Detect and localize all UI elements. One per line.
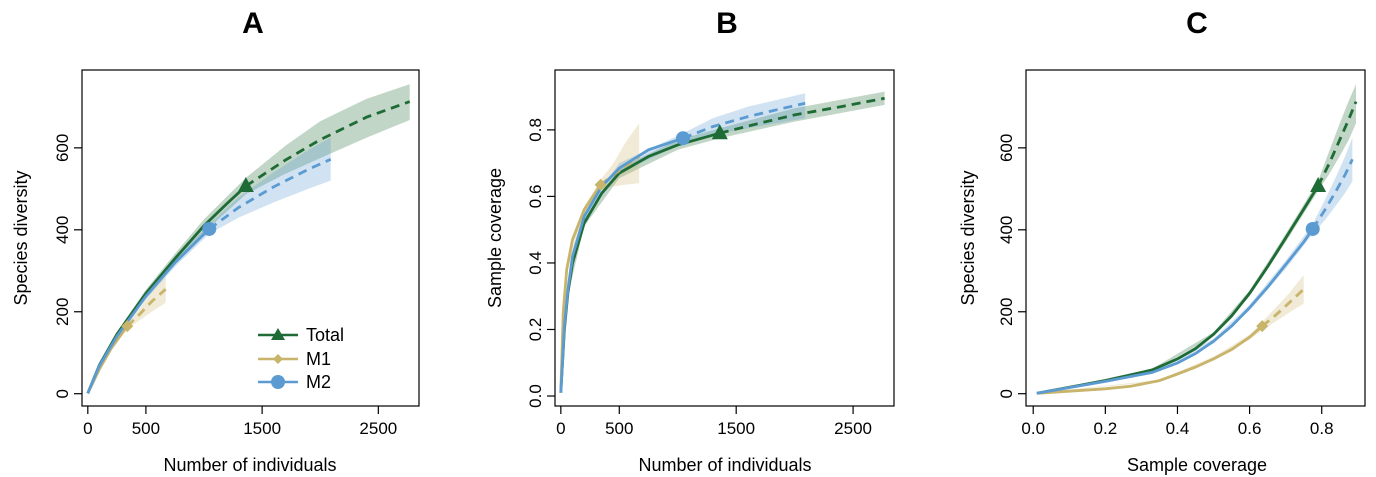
legend-label-m2: M2 — [306, 372, 331, 392]
panel-c-total-observed-marker — [1310, 176, 1327, 192]
panel-b-letter: B — [716, 7, 738, 40]
panel-a-total-extrapolated-line — [245, 100, 411, 188]
panel-a-xtick-label: 1500 — [243, 419, 281, 438]
panel-a-m1-ci-band — [87, 276, 166, 394]
panel-a-ytick-label: 200 — [53, 298, 72, 326]
panel-a-m2-interpolated-line — [86, 228, 211, 394]
panel-a-m1-interpolated-line — [86, 325, 129, 394]
panel-c-ytick-label: 200 — [997, 298, 1016, 326]
panel-c-total-interpolated-line — [1036, 185, 1320, 395]
panel-c-ytick-label: 0 — [997, 389, 1016, 398]
panel-a-m2-ci-band — [87, 137, 331, 394]
panel-a-ytick-label: 600 — [53, 134, 72, 162]
legend: Total M1 M2 — [258, 325, 344, 392]
panel-b-ylabel: Sample coverage — [485, 168, 505, 308]
panel-c: C 0.0 0.2 0.4 0.6 0.8 0 200 400 600 Sample cove… — [958, 7, 1366, 475]
panel-b-m2-observed-marker — [676, 131, 691, 146]
panel-b-m1-ci-band — [560, 123, 640, 393]
panel-c-m2-observed-marker — [1305, 221, 1320, 236]
panel-c-m2-interpolated-line — [1036, 228, 1314, 395]
panel-a-xtick-label: 0 — [83, 419, 92, 438]
panel-b-total-observed-marker — [711, 124, 728, 140]
panel-a-ylabel: Species diversity — [11, 170, 31, 305]
panel-b-xtick-label: 1500 — [717, 419, 755, 438]
panel-b-m2-interpolated-line — [559, 136, 684, 393]
panel-b-xtick-label: 0 — [556, 419, 565, 438]
panel-b-m2-ci-band — [560, 93, 806, 393]
panel-c-xtick-label: 0.4 — [1166, 419, 1190, 438]
panel-c-xtick-label: 0.8 — [1310, 419, 1334, 438]
panel-b-total-ci-band — [560, 91, 885, 393]
legend-label-total: Total — [306, 325, 344, 345]
panel-b-ytick-label: 0.8 — [526, 118, 545, 142]
panel-b-xlabel: Number of individuals — [638, 455, 811, 475]
panel-c-xtick-label: 0.6 — [1238, 419, 1262, 438]
panel-c-m1-ci-band — [1036, 274, 1304, 394]
panel-a-frame — [81, 69, 420, 407]
panel-a-xlabel: Number of individuals — [163, 455, 336, 475]
legend-diamond-marker — [273, 354, 283, 364]
panel-a-m2-extrapolated-line — [208, 158, 332, 231]
panel-b-m2-extrapolated-line — [682, 101, 806, 140]
panel-a-xtick-label: 2500 — [359, 419, 397, 438]
panel-b-total-extrapolated-line — [719, 96, 885, 135]
legend-triangle-marker — [271, 328, 285, 340]
panel-c-ylabel: Species diversity — [958, 170, 978, 305]
panel-a-xtick-label: 500 — [132, 419, 160, 438]
panel-b-ytick-label: 0.4 — [526, 251, 545, 275]
panel-c-xlabel: Sample coverage — [1127, 455, 1267, 475]
legend-circle-marker — [271, 375, 285, 389]
panel-c-total-extrapolated-line — [1316, 101, 1358, 187]
legend-entry-m2: M2 — [258, 372, 331, 392]
panel-c-m1-interpolated-line — [1036, 325, 1264, 395]
panel-a-ytick-label: 0 — [53, 389, 72, 398]
panel-b-m1-interpolated-line — [559, 184, 602, 393]
panel-c-m1-observed-marker — [1256, 320, 1269, 333]
panel-b-total-interpolated-line — [559, 131, 721, 393]
panel-a-total-observed-marker — [237, 176, 254, 192]
panel-b-xtick-label: 500 — [605, 419, 633, 438]
panel-c-xtick-label: 0.2 — [1094, 419, 1118, 438]
panel-c-ytick-label: 400 — [997, 216, 1016, 244]
panel-c-xtick-label: 0.0 — [1021, 419, 1045, 438]
panel-c-frame — [1025, 69, 1366, 407]
panel-a-letter: A — [242, 7, 264, 40]
panel-b-m1-observed-marker — [594, 178, 607, 191]
panel-a-ytick-label: 400 — [53, 216, 72, 244]
panel-b-ytick-label: 0.2 — [526, 318, 545, 342]
panel-c-ytick-label: 600 — [997, 134, 1016, 162]
panel-a-total-ci-band — [87, 84, 410, 394]
panel-a-m1-extrapolated-line — [126, 288, 167, 328]
panel-a-m1-observed-marker — [121, 320, 134, 333]
legend-entry-m1: M1 — [258, 349, 331, 369]
panel-b-xtick-label: 2500 — [834, 419, 872, 438]
panel-a-m2-observed-marker — [202, 221, 217, 236]
panel-b-frame — [554, 69, 895, 407]
panel-b-ytick-label: 0.0 — [526, 384, 545, 408]
legend-label-m1: M1 — [306, 349, 331, 369]
panel-b: B 0 500 1500 2500 0.0 0.2 0.4 0.6 0.8 Number of… — [485, 7, 895, 475]
panel-c-letter: C — [1186, 7, 1208, 40]
panel-b-ytick-label: 0.6 — [526, 185, 545, 209]
panel-c-m2-extrapolated-line — [1311, 158, 1354, 230]
panel-a: A 0 500 1500 2500 0 200 400 600 Number of indi… — [11, 7, 420, 475]
legend-entry-total: Total — [258, 325, 344, 345]
panel-c-m1-extrapolated-line — [1261, 288, 1305, 328]
